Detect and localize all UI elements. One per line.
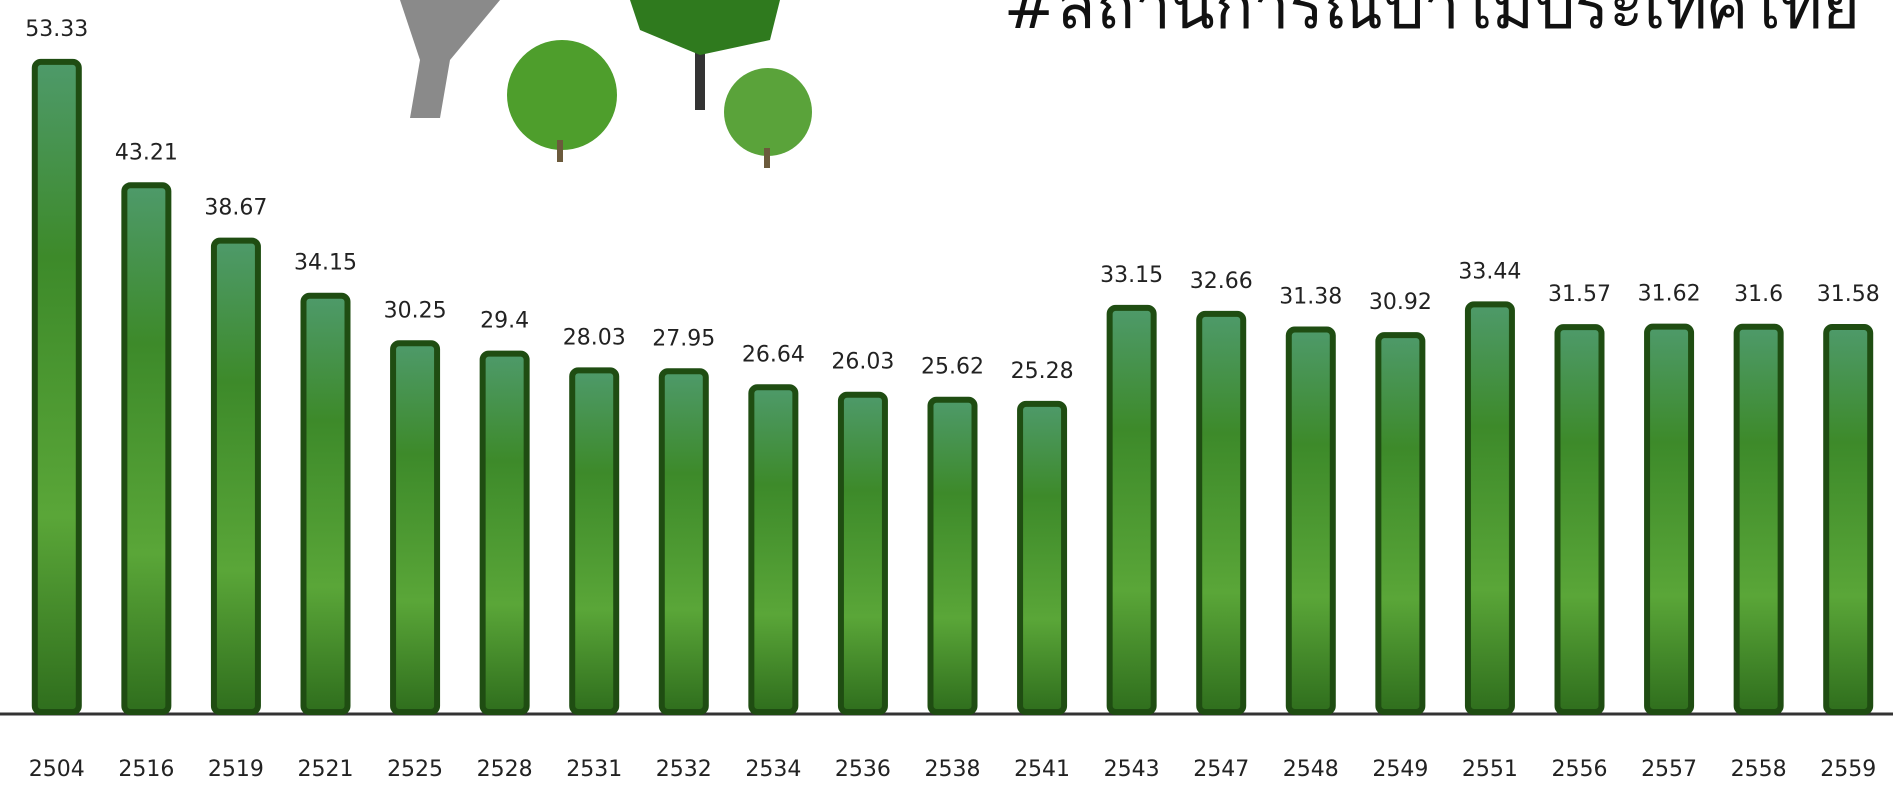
value-label: 31.38	[1279, 284, 1342, 309]
x-tick-label: 2558	[1731, 757, 1787, 782]
x-tick-label: 2541	[1014, 757, 1070, 782]
bar	[210, 237, 261, 715]
x-tick-label: 2549	[1372, 757, 1428, 782]
value-label: 26.64	[742, 342, 805, 367]
tree-decoration	[400, 0, 812, 168]
x-tick-label: 2525	[387, 757, 443, 782]
x-tick-label: 2547	[1193, 757, 1249, 782]
value-label: 28.03	[563, 325, 626, 350]
bar	[927, 396, 978, 715]
bar	[658, 368, 709, 715]
bar	[837, 391, 888, 715]
bar	[1017, 400, 1068, 715]
x-tick-label: 2531	[566, 757, 622, 782]
x-tick-label: 2543	[1104, 757, 1160, 782]
x-tick-label: 2516	[118, 757, 174, 782]
x-tick-label: 2557	[1641, 757, 1697, 782]
x-tick-label: 2548	[1283, 757, 1339, 782]
value-label: 25.28	[1011, 359, 1074, 384]
value-label: 31.58	[1817, 282, 1880, 307]
x-tick-label: 2538	[925, 757, 981, 782]
x-tick-label: 2559	[1820, 757, 1876, 782]
value-label: 25.62	[921, 355, 984, 380]
x-tick-label: 2528	[477, 757, 533, 782]
bar	[569, 367, 620, 715]
bar	[300, 292, 351, 715]
bar	[1106, 304, 1157, 715]
value-label: 43.21	[115, 140, 178, 165]
bar	[121, 182, 172, 716]
value-label: 34.15	[294, 251, 357, 276]
bar	[748, 384, 799, 715]
value-label: 31.6	[1734, 282, 1783, 307]
value-label: 30.25	[384, 298, 447, 323]
x-tick-label: 2504	[29, 757, 85, 782]
bar	[1554, 324, 1605, 715]
bar	[479, 350, 530, 715]
bar	[1375, 332, 1426, 715]
bar	[1464, 301, 1515, 715]
bar	[1733, 323, 1784, 715]
x-tick-label: 2536	[835, 757, 891, 782]
value-label: 26.03	[831, 350, 894, 375]
value-label: 33.44	[1458, 259, 1521, 284]
value-label: 31.57	[1548, 282, 1611, 307]
x-tick-label: 2521	[298, 757, 354, 782]
value-label: 38.67	[204, 196, 267, 221]
value-label: 32.66	[1190, 269, 1253, 294]
bar	[390, 340, 441, 715]
value-label: 30.92	[1369, 290, 1432, 315]
x-tick-label: 2534	[745, 757, 801, 782]
chart-title: #สถานการณ์ป่าไม้ประเทศไทย	[1004, 0, 1860, 44]
value-label: 33.15	[1100, 263, 1163, 288]
x-tick-label: 2532	[656, 757, 712, 782]
value-label: 53.33	[25, 17, 88, 42]
x-tick-label: 2556	[1552, 757, 1608, 782]
bar	[1285, 326, 1336, 715]
bar	[1196, 310, 1247, 715]
value-label: 29.4	[480, 309, 529, 334]
bar	[1644, 323, 1695, 715]
bar	[31, 58, 82, 715]
value-label: 27.95	[652, 326, 715, 351]
bar	[1823, 324, 1874, 715]
value-label: 31.62	[1638, 282, 1701, 307]
x-tick-label: 2519	[208, 757, 264, 782]
x-tick-label: 2551	[1462, 757, 1518, 782]
